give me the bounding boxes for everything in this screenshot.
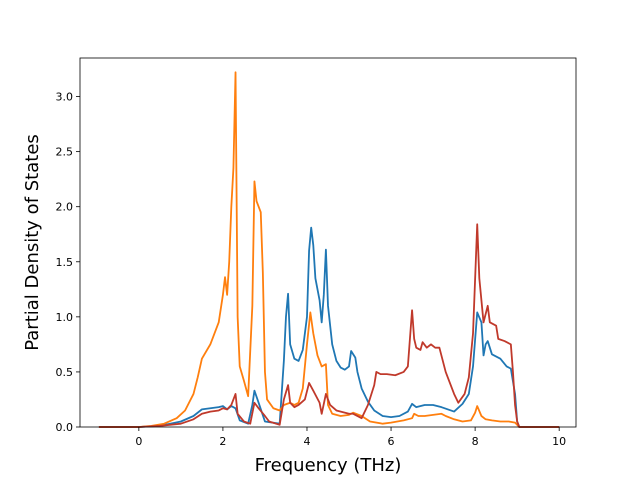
x-axis-label: Frequency (THz)	[255, 455, 402, 476]
y-tick-label: 0.0	[56, 421, 74, 434]
y-tick-label: 0.5	[56, 366, 74, 379]
y-tick-label: 2.0	[56, 201, 74, 214]
series-line-1	[98, 226, 560, 428]
y-tick-label: 2.5	[56, 146, 74, 159]
x-tick-label: 4	[303, 435, 310, 448]
y-axis-ticks: 0.0 0.5 1.0 1.5 2.0 2.5 3.0	[56, 91, 80, 434]
series-line-2	[98, 71, 560, 428]
plot-lines	[98, 71, 560, 428]
x-tick-label: 2	[219, 435, 226, 448]
y-tick-label: 1.0	[56, 311, 74, 324]
x-axis-ticks: 0 2 4 6 8 10	[135, 427, 566, 448]
y-axis-label: Partial Density of States	[22, 134, 43, 351]
plot-frame	[79, 57, 577, 428]
series-line-3	[98, 223, 560, 428]
x-tick-label: 10	[552, 435, 566, 448]
x-tick-label: 8	[472, 435, 479, 448]
x-tick-label: 0	[135, 435, 142, 448]
x-tick-label: 6	[388, 435, 395, 448]
y-tick-label: 1.5	[56, 256, 74, 269]
y-tick-label: 3.0	[56, 91, 74, 104]
